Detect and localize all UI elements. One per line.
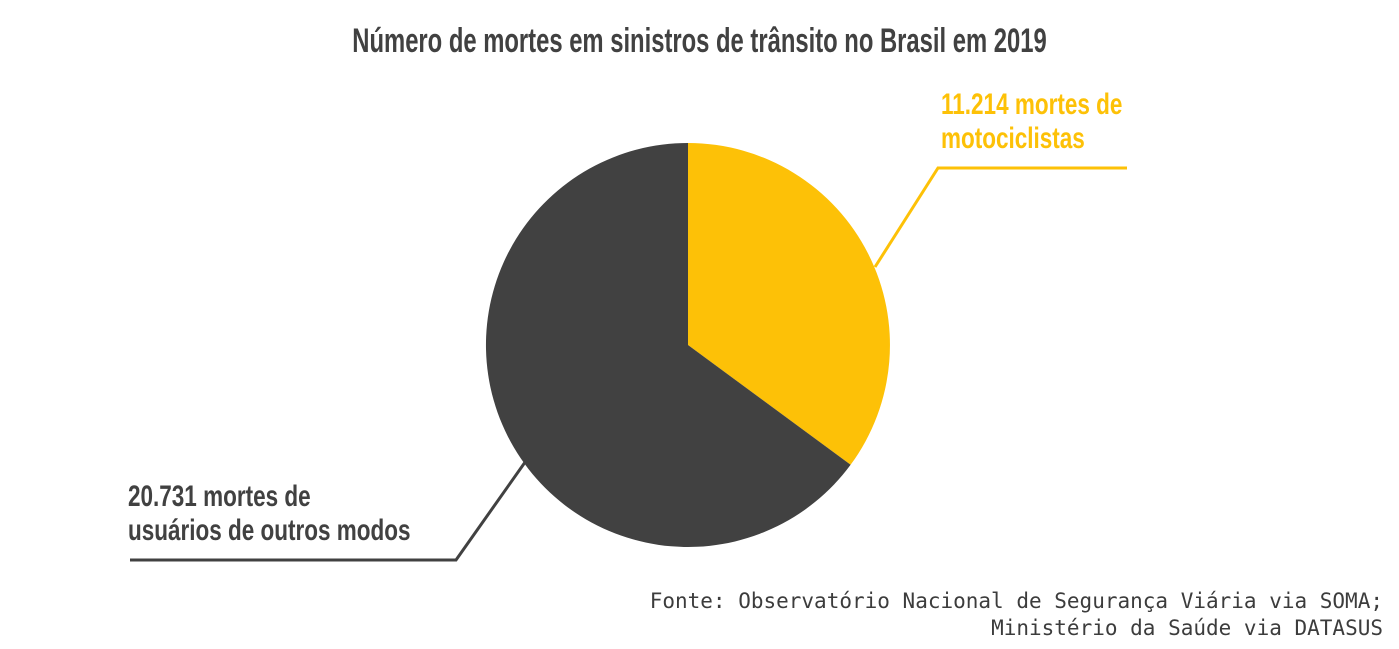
label-outros-modos: 20.731 mortes de usuários de outros modo… xyxy=(128,480,411,548)
pie-slice-outros-modos xyxy=(485,142,851,547)
pie-slice-motociclistas xyxy=(688,143,890,465)
chart-title: Número de mortes em sinistros de trânsit… xyxy=(352,22,1047,60)
label-motociclistas: 11.214 mortes de motociclistas xyxy=(941,88,1122,156)
callout-line-outros-modos xyxy=(130,457,530,562)
source-line1: Fonte: Observatório Nacional de Seguranç… xyxy=(649,589,1383,613)
source-note: Fonte: Observatório Nacional de Seguranç… xyxy=(650,588,1383,642)
label-motociclistas-line2: motociclistas xyxy=(941,122,1085,155)
label-motociclistas-line1: 11.214 mortes de xyxy=(941,88,1123,121)
label-outros-modos-line1: 20.731 mortes de xyxy=(128,480,311,513)
source-line2: Ministério da Saúde via DATASUS xyxy=(991,616,1383,640)
callout-line-motociclistas xyxy=(873,166,1127,268)
label-outros-modos-line2: usuários de outros modos xyxy=(128,514,411,547)
